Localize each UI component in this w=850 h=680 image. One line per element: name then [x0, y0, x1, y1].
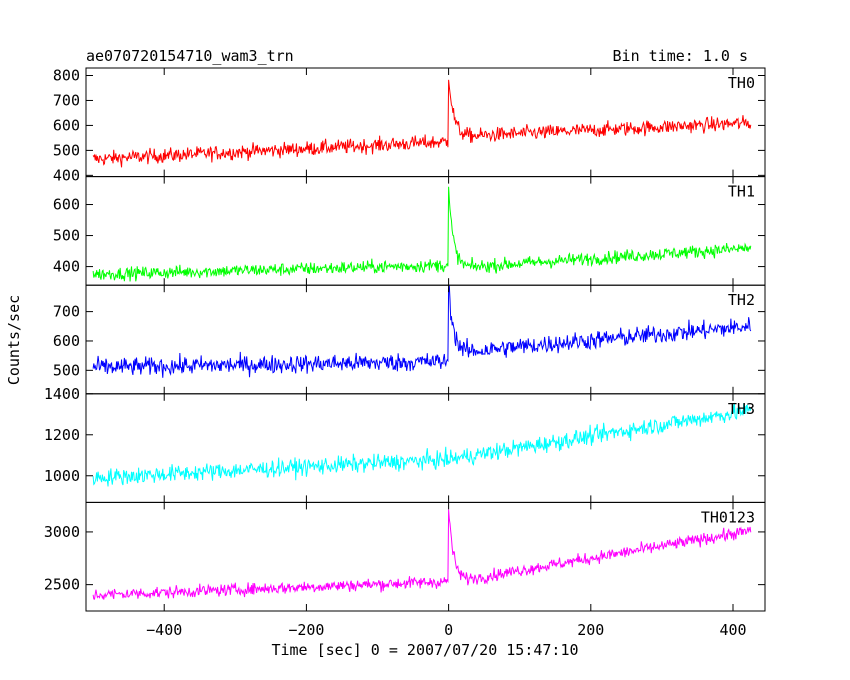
x-axis: −400 −200 0 200 400 [146, 621, 746, 639]
y-tick-label: 500 [53, 361, 80, 379]
panel-name-label: TH3 [728, 400, 755, 418]
x-tick-label: −200 [288, 621, 324, 639]
x-axis-label: Time [sec] 0 = 2007/07/20 15:47:10 [271, 641, 578, 659]
y-tick-label: 600 [53, 116, 80, 134]
series-line-th0123 [92, 509, 752, 600]
panel-th3: 1000 1200 1400 TH3 [44, 385, 766, 503]
y-axis-label: Counts/sec [5, 295, 23, 385]
panel-frame [85, 67, 766, 178]
y-tick-label: 600 [53, 196, 80, 214]
y-tick-label: 400 [53, 166, 80, 184]
panel-th0123: 2500 3000 TH0123 [44, 501, 766, 612]
panel-frame [85, 501, 766, 612]
panel-name-label: TH2 [728, 291, 755, 309]
y-tick-label: 800 [53, 66, 80, 84]
y-tick-label: 700 [53, 303, 80, 321]
x-tick-label: 0 [444, 621, 453, 639]
bin-time-label: Bin time: 1.0 s [613, 47, 748, 65]
series-line-th0 [92, 79, 752, 168]
panel-frame [85, 284, 766, 395]
series-line-th2 [92, 285, 752, 378]
panel-name-label: TH0123 [701, 508, 755, 526]
x-tick-label: 400 [719, 621, 746, 639]
panel-th1: 400 500 600 TH1 [53, 176, 766, 286]
y-tick-label: 1000 [44, 467, 80, 485]
chart-title: ae070720154710_wam3_trn [86, 47, 294, 65]
y-tick-label: 500 [53, 141, 80, 159]
y-tick-label: 1200 [44, 426, 80, 444]
y-tick-label: 600 [53, 332, 80, 350]
y-tick-label: 700 [53, 91, 80, 109]
y-tick-label: 1400 [44, 385, 80, 403]
y-tick-label: 500 [53, 227, 80, 245]
panel-name-label: TH1 [728, 183, 755, 201]
series-line-th3 [92, 402, 752, 487]
x-tick-label: 200 [577, 621, 604, 639]
y-tick-label: 3000 [44, 523, 80, 541]
y-tick-label: 400 [53, 258, 80, 276]
panel-frame [85, 393, 766, 503]
panel-name-label: TH0 [728, 74, 755, 92]
x-tick-label: −400 [146, 621, 182, 639]
panel-th2: 500 600 700 TH2 [53, 284, 766, 395]
panel-th0: 400 500 600 700 800 TH0 [53, 66, 766, 184]
series-line-th1 [92, 186, 752, 282]
panels-group: 400 500 600 700 800 TH0 400 500 600 TH1 500 600 700 T… [44, 66, 766, 612]
y-tick-label: 2500 [44, 576, 80, 594]
